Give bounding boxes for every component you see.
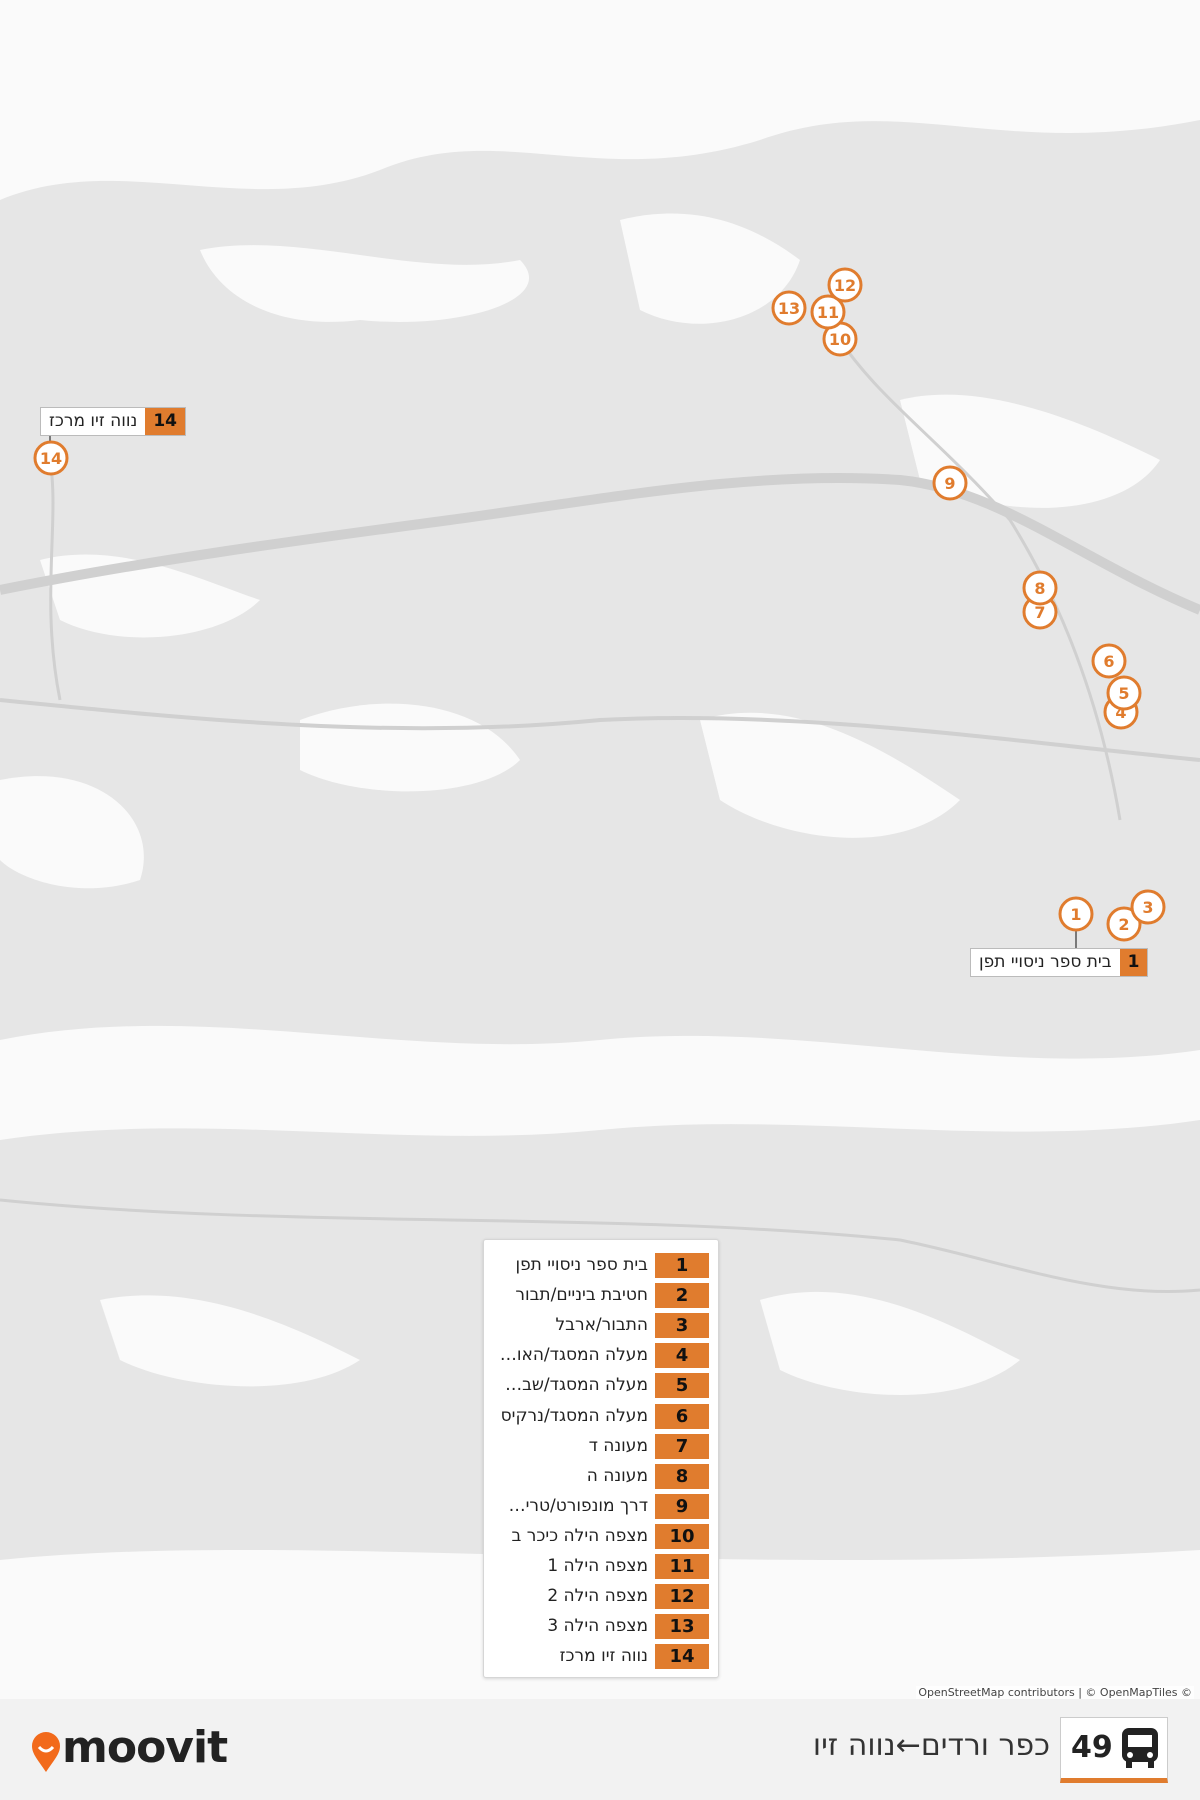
- roads: [0, 339, 1200, 1294]
- legend-number: 2: [655, 1283, 709, 1309]
- brand: moovit: [62, 1722, 228, 1773]
- legend-number: 8: [655, 1463, 709, 1489]
- legend-name: מעונה ה: [586, 1465, 648, 1486]
- legend-row: 12 מצפה הילה 2: [484, 1581, 718, 1611]
- legend-row: 9 דרך מונפורט/טרי…: [484, 1491, 718, 1521]
- legend-number: 4: [655, 1343, 709, 1369]
- legend-row: 10 מצפה הילה כיכר ב: [484, 1521, 718, 1551]
- stop-marker-number: 2: [1118, 915, 1129, 934]
- stop-marker-number: 12: [834, 276, 856, 295]
- route-badge: 49: [1060, 1717, 1168, 1783]
- stop-marker-number: 5: [1118, 684, 1129, 703]
- legend-number: 13: [655, 1614, 709, 1640]
- stop-marker[interactable]: [1106, 675, 1142, 711]
- legend-number: 5: [655, 1373, 709, 1399]
- stop-marker-number: 9: [944, 474, 955, 493]
- footer: [0, 1699, 1200, 1800]
- stop-marker-number: 1: [1070, 905, 1081, 924]
- legend-number: 3: [655, 1313, 709, 1339]
- legend-name: מצפה הילה 3: [547, 1616, 648, 1637]
- legend-row: 1 בית ספר ניסויי תפן: [484, 1250, 718, 1280]
- legend-number: 12: [655, 1584, 709, 1610]
- callout-label: בית ספר ניסויי תפן: [979, 952, 1112, 972]
- stop-marker-number: 6: [1103, 652, 1114, 671]
- stop-marker[interactable]: [1106, 906, 1142, 942]
- legend-row: 14 נווה זיו מרכז: [484, 1641, 718, 1671]
- legend-number: 14: [655, 1644, 709, 1670]
- legend-name: מעלה המסגד/נרקיס: [500, 1405, 648, 1426]
- legend-name: מצפה הילה 1: [547, 1556, 648, 1576]
- callout-number: 1: [1119, 949, 1148, 976]
- legend-row: 2 חטיבת ביניים/תבור: [484, 1280, 718, 1310]
- route-name: כפר ורדים←נווה זיו: [812, 1728, 1050, 1763]
- map-callout: 14 נווה זיו מרכז: [40, 407, 186, 436]
- stop-marker-number: 7: [1034, 603, 1045, 622]
- stop-marker[interactable]: [1022, 570, 1058, 606]
- stop-marker[interactable]: [827, 267, 863, 303]
- stop-marker[interactable]: [771, 290, 807, 326]
- attribution: OpenStreetMap contributors | © OpenMapTi…: [916, 1686, 1194, 1699]
- stop-marker[interactable]: [1130, 889, 1166, 925]
- map-callout: 1 בית ספר ניסויי תפן: [970, 948, 1149, 977]
- stop-marker-number: 11: [817, 303, 839, 322]
- legend-name: נווה זיו מרכז: [559, 1646, 648, 1667]
- stop-marker-number: 14: [40, 449, 62, 468]
- legend-name: מעלה המסגד/שב…: [505, 1375, 648, 1396]
- stop-marker[interactable]: [1058, 896, 1094, 932]
- legend-name: מעלה המסגד/האו…: [499, 1345, 648, 1366]
- legend-row: 8 מעונה ה: [484, 1461, 718, 1491]
- stop-marker-number: 10: [829, 330, 851, 349]
- legend-number: 6: [655, 1403, 709, 1429]
- legend-number: 10: [655, 1523, 709, 1549]
- legend-name: בית ספר ניסויי תפן: [515, 1255, 648, 1275]
- stop-legend: 1 בית ספר ניסויי תפן 2 חטיבת ביניים/תבור 3 הת…: [483, 1239, 719, 1678]
- legend-row: 7 מעונה ד: [484, 1431, 718, 1461]
- legend-row: 11 מצפה הילה 1: [484, 1551, 718, 1581]
- callout-label: נווה זיו מרכז: [49, 411, 138, 431]
- legend-number: 9: [655, 1493, 709, 1519]
- stop-marker-number: 8: [1034, 579, 1045, 598]
- legend-row: 4 מעלה המסגד/האו…: [484, 1340, 718, 1370]
- route-number: 49: [1071, 1730, 1113, 1765]
- legend-name: מצפה הילה 2: [547, 1586, 648, 1607]
- stop-marker-number: 4: [1115, 703, 1126, 722]
- legend-row: 6 מעלה המסגד/נרקיס: [484, 1401, 718, 1431]
- callout-number: 14: [145, 408, 185, 435]
- stop-marker[interactable]: [810, 294, 846, 330]
- legend-name: דרך מונפורט/טרי…: [508, 1495, 648, 1516]
- brand-pin: [32, 1732, 60, 1772]
- legend-row: 3 התבור/ארבל: [484, 1310, 718, 1340]
- legend-number: 1: [655, 1253, 709, 1278]
- stop-marker[interactable]: [1091, 643, 1127, 679]
- stop-marker[interactable]: [33, 440, 69, 476]
- legend-name: חטיבת ביניים/תבור: [515, 1285, 648, 1306]
- stop-marker[interactable]: [932, 465, 968, 501]
- legend-row: 5 מעלה המסגד/שב…: [484, 1370, 718, 1400]
- legend-row: 13 מצפה הילה 3: [484, 1611, 718, 1641]
- stop-marker-number: 3: [1142, 898, 1153, 917]
- bus-icon: [1122, 1728, 1158, 1768]
- legend-name: מעונה ד: [588, 1435, 648, 1456]
- legend-number: 7: [655, 1433, 709, 1459]
- legend-number: 11: [655, 1554, 709, 1579]
- stop-marker-number: 13: [778, 299, 800, 318]
- legend-name: התבור/ארבל: [555, 1315, 648, 1336]
- legend-name: מצפה הילה כיכר ב: [511, 1525, 648, 1546]
